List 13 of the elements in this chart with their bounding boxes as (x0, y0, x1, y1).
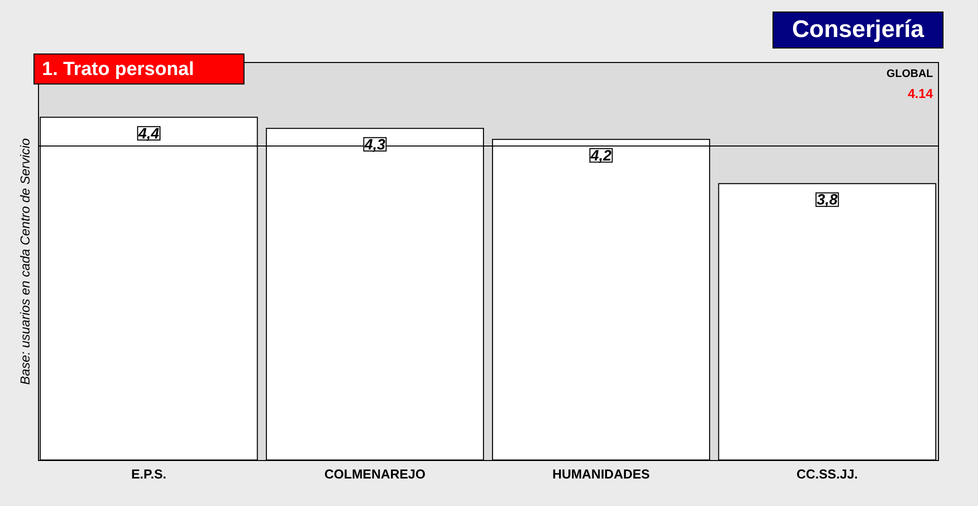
ref-line-label: GLOBAL (886, 68, 934, 80)
x-tick-label: E.P.S. (131, 466, 166, 482)
data-label: 4,2 (590, 147, 612, 164)
x-tick-label: CC.SS.JJ. (796, 466, 858, 482)
data-label: 4,3 (364, 136, 386, 154)
chart-title: Conserjería (792, 16, 925, 43)
chart-subtitle: 1. Trato personal (42, 59, 194, 80)
x-tick-label: COLMENAREJO (324, 466, 426, 482)
data-label: 4,4 (137, 125, 160, 142)
x-tick-label: HUMANIDADES (552, 466, 650, 482)
annotation: 4.14 (908, 86, 934, 101)
y-axis-title: Base: usuarios en cada Centro de Servicio (18, 138, 32, 385)
data-label: 3,8 (816, 192, 838, 209)
